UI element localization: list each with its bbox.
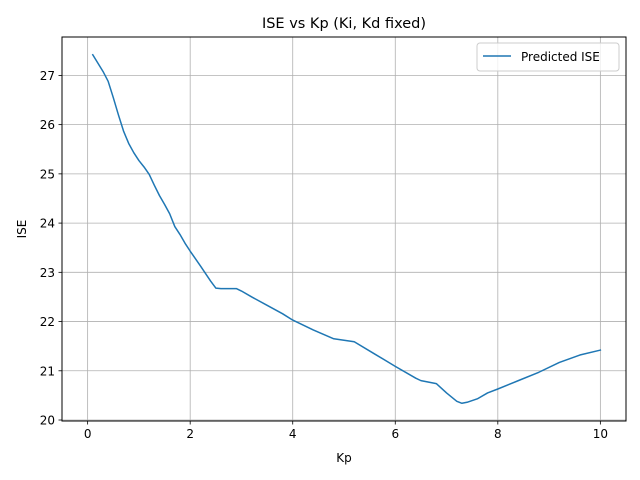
legend: Predicted ISE: [476, 42, 620, 72]
y-tick-label: 25: [40, 167, 55, 181]
series-layer: [91, 53, 602, 405]
x-axis-label: Kp: [336, 451, 352, 465]
x-tick-label: 10: [593, 427, 608, 441]
x-tick-label: 6: [391, 427, 399, 441]
series-line-predicted-ise: [91, 53, 602, 405]
y-tick-label: 23: [40, 266, 55, 280]
grid: [62, 37, 626, 421]
x-axis-ticks: 0 2 4 6 8 10: [84, 421, 608, 441]
plot-frame: [61, 36, 627, 422]
y-tick-label: 22: [40, 315, 55, 329]
x-tick-label: 4: [289, 427, 297, 441]
x-tick-label: 0: [84, 427, 92, 441]
y-axis-label: ISE: [15, 220, 29, 239]
legend-box: [476, 42, 620, 72]
chart-title: ISE vs Kp (Ki, Kd fixed): [262, 16, 426, 32]
y-tick-label: 26: [40, 118, 55, 132]
x-tick-label: 2: [186, 427, 194, 441]
y-tick-label: 24: [40, 217, 55, 231]
x-tick-label: 8: [494, 427, 502, 441]
y-tick-label: 20: [40, 414, 55, 428]
y-tick-label: 21: [40, 364, 55, 378]
legend-label-predicted-ise: Predicted ISE: [521, 50, 600, 64]
y-tick-label: 27: [40, 69, 55, 83]
y-axis-ticks: 20 21 22 23 24 25 26 27: [40, 69, 62, 428]
